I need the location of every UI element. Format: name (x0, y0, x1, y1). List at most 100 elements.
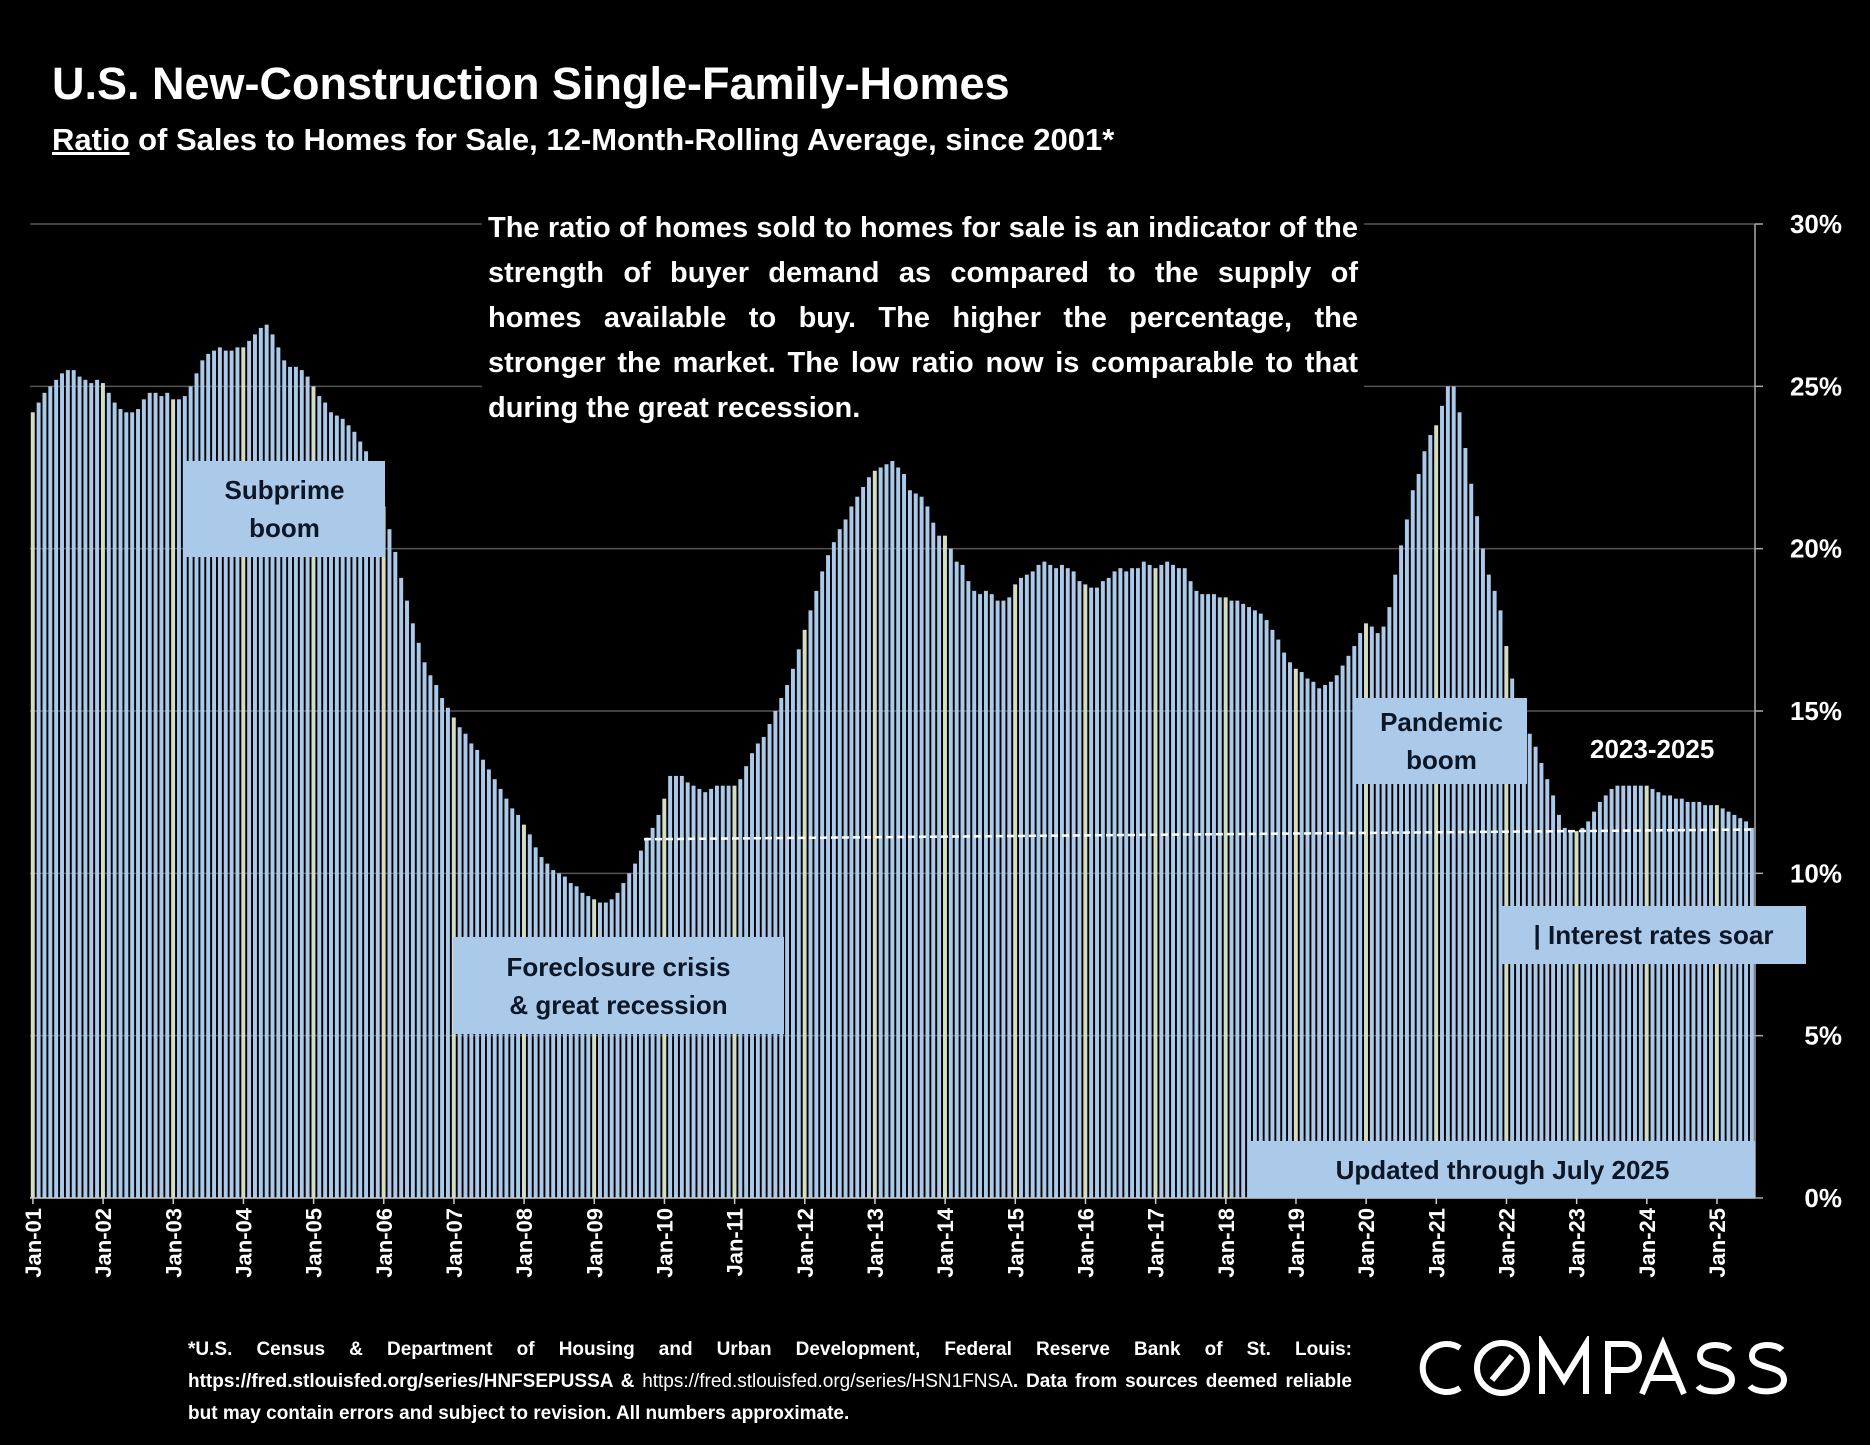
bar (89, 383, 94, 1198)
bar (1095, 587, 1099, 1198)
bar (95, 379, 100, 1199)
bar (276, 347, 281, 1199)
label-pandemic-boom: Pandemic boom (1356, 698, 1527, 784)
bar (440, 698, 445, 1198)
bar (1211, 594, 1216, 1198)
y-tick-label: 5% (1804, 1021, 1842, 1051)
bar (878, 467, 883, 1198)
x-tick-label: Jan-09 (582, 1208, 607, 1278)
chart-subtitle: Ratio of Sales to Homes for Sale, 12-Mon… (52, 122, 1114, 158)
bar (948, 548, 953, 1198)
bar (223, 350, 228, 1198)
bar (1083, 584, 1088, 1198)
reference-line-dashed (643, 828, 1756, 841)
bar (826, 555, 831, 1198)
bar (1621, 785, 1626, 1198)
bar (1539, 762, 1544, 1198)
bar (1387, 607, 1392, 1198)
bar (1469, 483, 1474, 1198)
x-tick-label: Jan-23 (1565, 1208, 1590, 1278)
chart-title: U.S. New-Construction Single-Family-Home… (52, 58, 1010, 109)
bar (855, 496, 860, 1199)
x-tick-label: Jan-14 (933, 1207, 958, 1277)
x-tick-label: Jan-19 (1284, 1208, 1309, 1278)
bar (1650, 788, 1655, 1198)
bar (1679, 798, 1684, 1198)
bar (60, 373, 64, 1198)
bar (282, 360, 287, 1198)
bar (849, 506, 854, 1199)
bar (861, 486, 866, 1199)
bar (1182, 568, 1187, 1198)
bar (200, 360, 205, 1198)
bar (603, 902, 608, 1198)
bar (1410, 490, 1415, 1198)
bar (1059, 564, 1064, 1198)
bar (364, 451, 369, 1198)
bar (1445, 386, 1450, 1198)
bar (253, 334, 257, 1198)
bar (1019, 577, 1023, 1198)
bar (329, 412, 333, 1199)
bar (1434, 425, 1439, 1198)
x-tick-label: Jan-02 (91, 1208, 116, 1278)
bar (1217, 597, 1222, 1198)
bar (1317, 688, 1322, 1198)
bar (621, 883, 626, 1198)
bar (1352, 646, 1357, 1198)
bar (831, 542, 836, 1198)
bar (65, 370, 70, 1199)
x-tick-label: Jan-24 (1635, 1207, 1660, 1277)
bar (1381, 626, 1386, 1198)
bar (323, 402, 328, 1199)
bar (1165, 561, 1170, 1198)
bar (937, 535, 942, 1198)
bar (1235, 600, 1240, 1198)
label-subprime-boom: Subprime boom (184, 461, 385, 557)
bar (615, 892, 620, 1198)
bar (136, 409, 141, 1198)
bar (247, 340, 252, 1198)
bar (1288, 662, 1292, 1198)
bar (106, 392, 111, 1198)
bar (1738, 818, 1743, 1198)
bar (1726, 811, 1731, 1198)
x-tick-label: Jan-10 (652, 1208, 677, 1278)
x-tick-label: Jan-16 (1073, 1208, 1098, 1278)
bar (375, 483, 380, 1198)
bar (919, 496, 924, 1199)
bar (171, 399, 176, 1198)
x-tick-label: Jan-18 (1214, 1208, 1239, 1278)
bar (434, 685, 439, 1198)
bar (393, 551, 398, 1198)
label-line: Foreclosure crisis (506, 951, 731, 982)
bar (1328, 681, 1333, 1198)
bar (814, 590, 819, 1198)
bar (1475, 516, 1480, 1198)
footnote-link[interactable]: https://fred.stlouisfed.org/series/HSN1F… (642, 1371, 1013, 1392)
bar (1100, 581, 1105, 1198)
bar (1042, 561, 1047, 1198)
bar (182, 396, 187, 1198)
bar (299, 370, 304, 1199)
bar (1147, 564, 1152, 1198)
bar (1375, 633, 1380, 1198)
bar (1369, 626, 1374, 1198)
bar (1007, 597, 1012, 1198)
bar (1404, 519, 1409, 1198)
x-tick-label: Jan-17 (1144, 1208, 1169, 1278)
bar (1282, 652, 1287, 1198)
bar (1247, 607, 1252, 1198)
bar (1416, 473, 1421, 1198)
bar (1252, 610, 1257, 1198)
bar (1568, 831, 1573, 1198)
x-tick-label: Jan-13 (863, 1208, 888, 1278)
bar (1574, 831, 1579, 1198)
bar (1089, 587, 1094, 1198)
bar (989, 594, 994, 1198)
bar (802, 629, 807, 1198)
bar (235, 347, 240, 1199)
y-tick-label: 10% (1790, 858, 1842, 888)
bar (100, 383, 105, 1198)
bar (30, 412, 35, 1199)
